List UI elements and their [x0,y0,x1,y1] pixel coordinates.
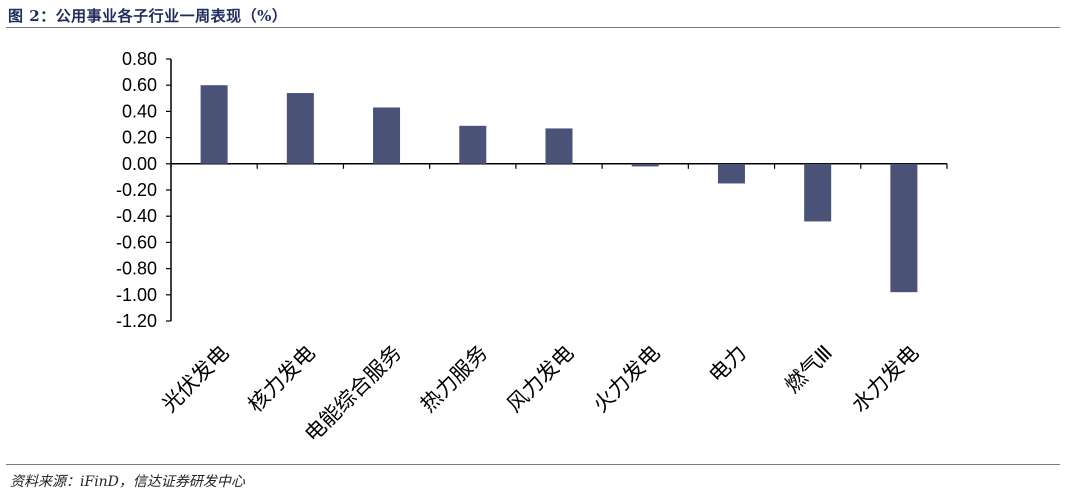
figure-title: 图 2：公用事业各子行业一周表现（%） [8,7,288,25]
category-label: 燃气Ⅲ [780,341,837,398]
y-tick-label: -1.20 [116,311,157,331]
y-axis: 0.80 0.60 0.40 0.20 0.00 -0.20 -0.40 -0.60 -0.80… [116,49,172,331]
bar [717,163,745,184]
category-label: 热力服务 [416,341,492,417]
bar [373,107,401,164]
bars [200,85,918,293]
bottom-rule [6,464,1060,465]
category-label: 光伏发电 [157,341,233,417]
source-note: 资料来源：iFinD，信达证券研发中心 [10,474,245,490]
bar [200,85,228,164]
bar [804,163,832,222]
bar [890,163,918,293]
top-rule [6,27,1060,28]
bar [459,125,487,164]
y-tick-label: 0.00 [122,154,157,174]
y-tick-label: -0.40 [116,206,157,226]
category-label: 水力发电 [847,341,923,417]
bar [631,163,659,167]
y-tick-label: 0.20 [122,128,157,148]
bar-chart: 0.80 0.60 0.40 0.20 0.00 -0.20 -0.40 -0.60 -0.80… [116,49,948,447]
category-label: 电力 [704,341,751,388]
bar [286,93,314,164]
bar [545,128,573,164]
y-tick-label: -0.80 [116,259,157,279]
y-tick-label: -0.20 [116,180,157,200]
y-tick-label: -0.60 [116,232,157,252]
y-tick-label: 0.80 [122,49,157,69]
y-tick-label: 0.40 [122,101,157,121]
y-tick-label: 0.60 [122,75,157,95]
category-label: 火力发电 [588,341,664,417]
category-label: 风力发电 [502,341,578,417]
y-tick-label: -1.00 [116,285,157,305]
category-label: 核力发电 [244,341,320,417]
